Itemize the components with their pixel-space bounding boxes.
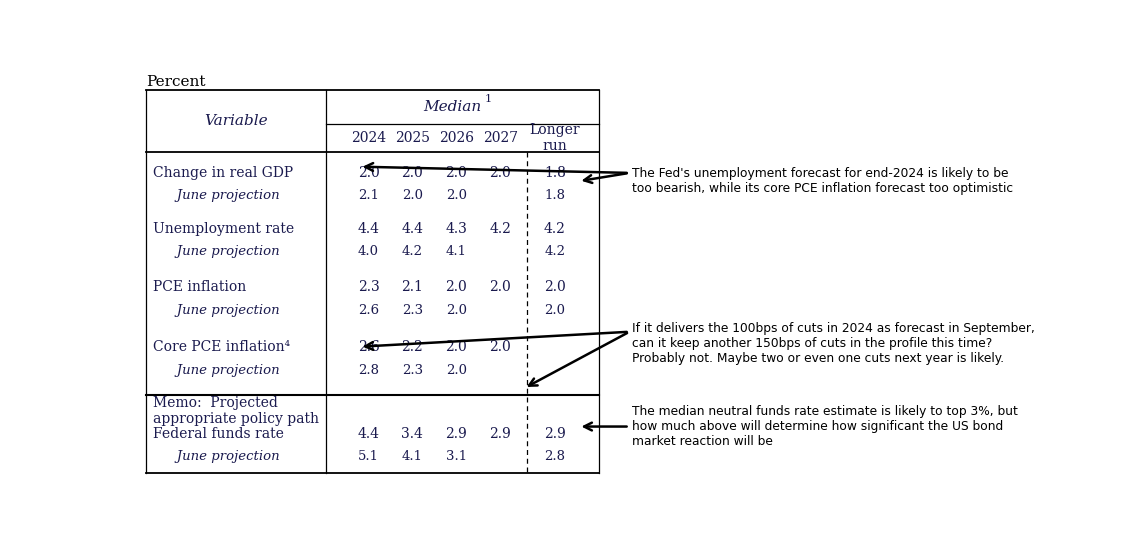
Text: 2.0: 2.0 xyxy=(401,166,423,180)
Text: 2027: 2027 xyxy=(483,131,518,145)
Text: 2.0: 2.0 xyxy=(490,280,511,294)
Text: 2.0: 2.0 xyxy=(357,166,380,180)
Text: 2.0: 2.0 xyxy=(446,303,467,316)
Text: 2.0: 2.0 xyxy=(446,364,467,377)
Text: 2.0: 2.0 xyxy=(446,190,467,202)
Text: 2.8: 2.8 xyxy=(544,450,566,463)
Text: 2.9: 2.9 xyxy=(446,427,467,441)
Text: 1: 1 xyxy=(484,94,492,104)
Text: 2.1: 2.1 xyxy=(401,280,423,294)
Text: 1.8: 1.8 xyxy=(544,190,566,202)
Text: Median: Median xyxy=(423,100,481,114)
Text: 2.9: 2.9 xyxy=(490,427,511,441)
Text: 2.8: 2.8 xyxy=(358,364,379,377)
Text: 5.1: 5.1 xyxy=(358,450,379,463)
Text: Federal funds rate: Federal funds rate xyxy=(153,427,284,441)
Text: 2.2: 2.2 xyxy=(401,340,423,354)
Text: PCE inflation: PCE inflation xyxy=(153,280,246,294)
Text: Unemployment rate: Unemployment rate xyxy=(153,222,295,236)
Text: 4.2: 4.2 xyxy=(490,222,511,236)
Text: Core PCE inflation⁴: Core PCE inflation⁴ xyxy=(153,340,290,354)
Text: 2.0: 2.0 xyxy=(446,340,467,354)
Text: 2.0: 2.0 xyxy=(490,340,511,354)
Text: 2.3: 2.3 xyxy=(401,303,423,316)
Text: Change in real GDP: Change in real GDP xyxy=(153,166,294,180)
Text: 2.0: 2.0 xyxy=(446,166,467,180)
Text: 4.4: 4.4 xyxy=(357,222,380,236)
Text: 2.0: 2.0 xyxy=(544,303,566,316)
Text: 2.6: 2.6 xyxy=(357,340,380,354)
Text: If it delivers the 100bps of cuts in 2024 as forecast in September,
can it keep : If it delivers the 100bps of cuts in 202… xyxy=(632,322,1035,365)
Text: 4.3: 4.3 xyxy=(446,222,467,236)
Text: 4.2: 4.2 xyxy=(544,222,566,236)
Text: The Fed's unemployment forecast for end-2024 is likely to be
too bearish, while : The Fed's unemployment forecast for end-… xyxy=(632,167,1014,195)
Text: Variable: Variable xyxy=(204,114,268,128)
Text: Memo:  Projected
appropriate policy path: Memo: Projected appropriate policy path xyxy=(153,396,319,426)
Text: June projection: June projection xyxy=(163,450,279,463)
Text: 2.6: 2.6 xyxy=(358,303,379,316)
Text: 2.1: 2.1 xyxy=(358,190,379,202)
Text: 4.1: 4.1 xyxy=(446,245,467,259)
Text: The median neutral funds rate estimate is likely to top 3%, but
how much above w: The median neutral funds rate estimate i… xyxy=(632,405,1018,448)
Text: 2025: 2025 xyxy=(395,131,430,145)
Text: 4.2: 4.2 xyxy=(544,245,566,259)
Text: 2024: 2024 xyxy=(350,131,386,145)
Text: 2.0: 2.0 xyxy=(490,166,511,180)
Text: 2026: 2026 xyxy=(439,131,474,145)
Text: 3.4: 3.4 xyxy=(401,427,423,441)
Text: 4.4: 4.4 xyxy=(357,427,380,441)
Text: June projection: June projection xyxy=(163,364,279,377)
Text: June projection: June projection xyxy=(163,245,279,259)
Text: Percent: Percent xyxy=(146,75,205,89)
Text: 4.2: 4.2 xyxy=(401,245,423,259)
Text: June projection: June projection xyxy=(163,190,279,202)
Text: 3.1: 3.1 xyxy=(446,450,467,463)
Text: 2.3: 2.3 xyxy=(357,280,380,294)
Text: 2.0: 2.0 xyxy=(446,280,467,294)
Text: 2.3: 2.3 xyxy=(401,364,423,377)
Text: 2.9: 2.9 xyxy=(544,427,566,441)
Text: 2.0: 2.0 xyxy=(544,280,566,294)
Text: June projection: June projection xyxy=(163,303,279,316)
Text: 4.0: 4.0 xyxy=(358,245,379,259)
Text: 1.8: 1.8 xyxy=(544,166,566,180)
Text: 4.4: 4.4 xyxy=(401,222,423,236)
Text: 2.0: 2.0 xyxy=(401,190,423,202)
Text: Longer
run: Longer run xyxy=(530,123,581,153)
Text: 4.1: 4.1 xyxy=(401,450,423,463)
